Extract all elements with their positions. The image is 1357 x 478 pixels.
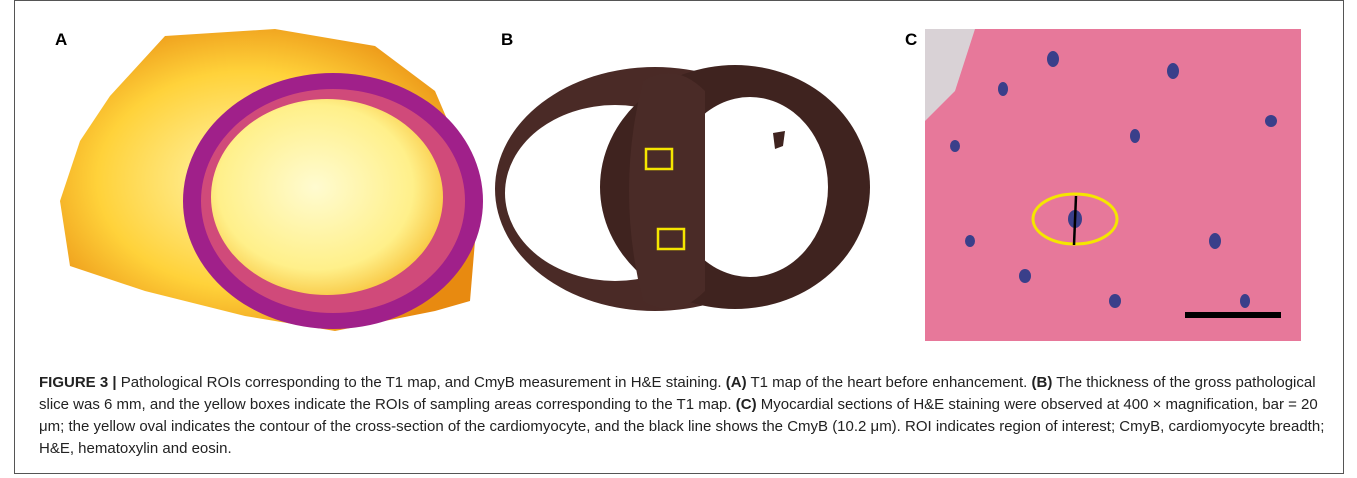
figure: A B C FIGURE 3 | Pathological ROIs corre… xyxy=(14,0,1344,474)
caption-run: T1 map of the heart before enhancement. xyxy=(750,374,1027,391)
t1-map xyxy=(60,29,483,331)
caption-run: (A) xyxy=(726,374,747,391)
caption-run: Pathological ROIs corresponding to the T… xyxy=(121,374,722,391)
panel-label: A xyxy=(55,30,67,49)
gross-slice xyxy=(495,65,870,311)
figure-caption: FIGURE 3 | Pathological ROIs correspondi… xyxy=(39,372,1329,460)
panel-label: C xyxy=(905,30,917,49)
panel-label: B xyxy=(501,30,513,49)
caption-run: (C) xyxy=(736,396,757,413)
caption-run: (B) xyxy=(1032,374,1053,391)
figure-images: A B C xyxy=(15,1,1345,361)
he-micrograph xyxy=(925,29,1301,341)
caption-run: FIGURE 3 | xyxy=(39,374,117,391)
